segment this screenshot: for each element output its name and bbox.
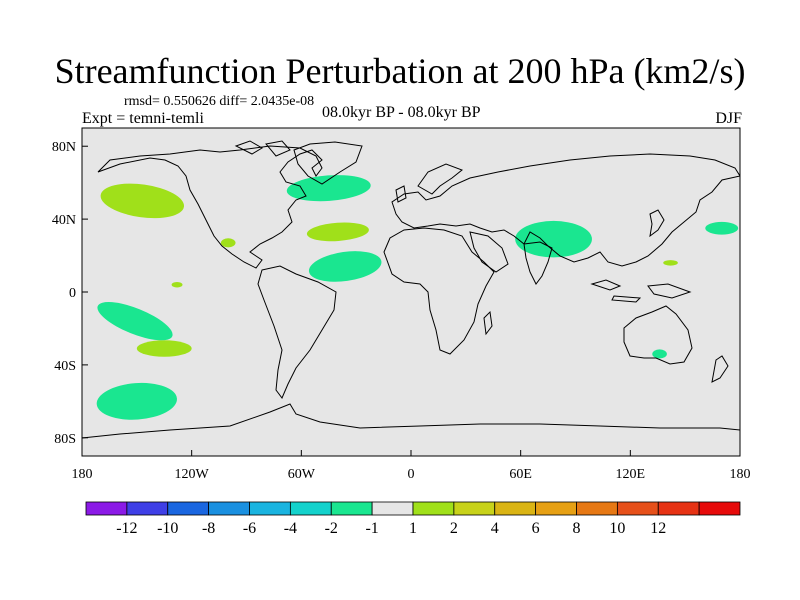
colorbar-label-12: 10 [609,520,625,537]
anomaly-negative-12 [96,382,177,420]
anomaly-layer [96,175,739,420]
colorbar-swatch-15 [698,501,741,516]
anomaly-positive-5 [136,340,192,357]
y-tick-label-4: 80S [54,432,76,447]
colorbar-swatch-6 [330,501,373,516]
coastline-australia [623,305,693,365]
colorbar-label-5: -2 [325,520,338,537]
coastline-british-isles [395,185,407,203]
coastline-madagascar [483,310,493,336]
colorbar-label-3: -6 [243,520,256,537]
colorbar-label-0: -12 [116,520,137,537]
colorbar-swatch-9 [453,501,496,516]
coastline-greenland [293,141,363,185]
anomaly-positive-1 [220,238,236,248]
period-label: 08.0kyr BP - 08.0kyr BP [322,104,481,121]
x-tick-label-4: 60E [509,467,532,482]
coastline-india [523,241,553,285]
colorbar-swatch-0 [85,501,128,516]
colorbar-swatch-10 [494,501,537,516]
coastline-scandinavia [417,163,463,195]
colorbar-swatch-4 [249,501,291,516]
experiment-label: Expt = temni-temli [82,110,204,127]
x-tick-label-1: 120W [175,467,210,482]
chart-title: Streamfunction Perturbation at 200 hPa (… [54,51,746,91]
colorbar-swatch-5 [289,501,332,516]
axis-ticks: 180 120W 60W 0 60E 120E 180 80N 40N 0 40S 80S [52,140,751,482]
anomaly-negative-8 [515,220,592,258]
coastline-new-zealand [711,355,729,383]
colorbar-label-4: -4 [284,520,297,537]
anomaly-positive-4 [663,260,678,266]
x-tick-label-3: 0 [408,467,415,482]
colorbar-label-9: 4 [491,520,499,537]
y-tick-label-0: 80N [52,140,76,155]
coastline-north-america [97,145,323,269]
coastline-south-america [257,265,337,399]
colorbar-label-7: 1 [409,520,417,537]
colorbar-swatch-1 [126,501,169,516]
coastline-africa [383,227,495,355]
colorbar-swatch-8 [412,501,455,516]
x-tick-label-5: 120E [616,467,646,482]
colorbar-swatch-12 [576,501,618,516]
colorbar-label-11: 8 [573,520,581,537]
colorbar-swatch-11 [535,501,577,516]
colorbar-swatch-3 [208,501,250,516]
y-tick-label-3: 40S [54,359,76,374]
coastlines [82,140,740,439]
colorbar-label-6: -1 [365,520,378,537]
anomaly-negative-7 [308,251,382,282]
coastline-arabia [469,231,509,273]
colorbar-swatch-2 [167,501,210,516]
colorbar-label-1: -10 [157,520,178,537]
colorbar-swatch-13 [616,501,659,516]
coastline-japan [649,209,665,238]
colorbar-swatch-7 [371,501,414,516]
anomaly-positive-2 [171,281,183,288]
colorbar-swatch-14 [657,501,700,516]
y-tick-label-1: 40N [52,213,76,228]
anomaly-negative-9 [705,221,739,235]
anomaly-negative-6 [286,175,371,202]
y-tick-label-2: 0 [69,286,76,301]
colorbar-label-8: 2 [450,520,458,537]
anomaly-positive-3 [306,222,369,242]
coastline-indonesia [590,279,692,303]
x-tick-label-2: 60W [288,467,316,482]
anomaly-negative-10 [652,349,667,359]
x-tick-label-6: 180 [730,467,751,482]
anomaly-negative-11 [97,302,173,341]
x-tick-label-0: 180 [72,467,93,482]
colorbar-label-2: -8 [202,520,215,537]
season-label: DJF [715,110,742,127]
anomaly-positive-0 [100,183,185,219]
coastline-antarctica [82,403,740,439]
colorbar-label-13: 12 [650,520,666,537]
coastline-arctic-islands [234,140,291,157]
colorbar-label-10: 6 [532,520,540,537]
map-background [82,128,740,456]
rmsd-diff-stats: rmsd= 0.550626 diff= 2.0435e-08 [124,94,315,109]
coastline-eurasia [391,153,740,267]
